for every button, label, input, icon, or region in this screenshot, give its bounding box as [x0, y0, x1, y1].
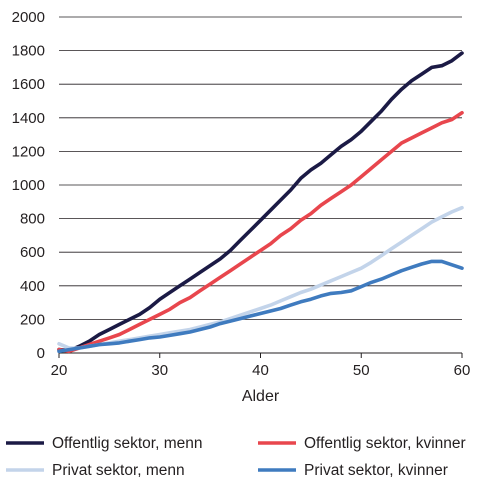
- x-tick-label: 20: [51, 362, 68, 379]
- x-axis-ticks: 20 30 40 50 60: [51, 353, 471, 379]
- y-tick-label: 2000: [12, 9, 45, 26]
- y-tick-label: 800: [20, 211, 45, 228]
- legend-item: Offentlig sektor, kvinner: [258, 435, 466, 452]
- x-axis-title: Alder: [242, 388, 280, 405]
- x-tick-label: 30: [151, 362, 168, 379]
- x-tick-label: 50: [353, 362, 370, 379]
- legend-item: Offentlig sektor, menn: [6, 435, 203, 452]
- y-tick-label: 200: [20, 311, 45, 328]
- y-tick-label: 1200: [12, 143, 45, 160]
- x-tick-label: 40: [252, 362, 269, 379]
- legend-item: Privat sektor, kvinner: [258, 462, 448, 479]
- y-tick-label: 600: [20, 244, 45, 261]
- y-tick-label: 1600: [12, 76, 45, 93]
- gridlines: [59, 16, 462, 354]
- legend-label: Privat sektor, kvinner: [304, 462, 448, 479]
- y-axis-ticks: 0 200 400 600 800 1000 1200 1400 1600 1800 2000: [12, 9, 45, 362]
- series-line-2: [57, 111, 464, 354]
- y-tick-label: 1800: [12, 43, 45, 60]
- y-tick-label: 1000: [12, 177, 45, 194]
- series-lines: [57, 51, 464, 354]
- x-tick-label: 60: [454, 362, 471, 379]
- y-tick-label: 400: [20, 278, 45, 295]
- series-line-4: [57, 259, 464, 354]
- legend-label: Privat sektor, menn: [52, 462, 185, 479]
- series-line-1: [57, 51, 464, 353]
- legend: Offentlig sektor, menn Offentlig sektor, …: [6, 435, 466, 479]
- y-tick-label: 0: [37, 345, 45, 362]
- series-line-3: [57, 205, 464, 350]
- y-tick-label: 1400: [12, 110, 45, 127]
- legend-label: Offentlig sektor, menn: [52, 435, 203, 452]
- legend-item: Privat sektor, menn: [6, 462, 185, 479]
- legend-label: Offentlig sektor, kvinner: [304, 435, 466, 452]
